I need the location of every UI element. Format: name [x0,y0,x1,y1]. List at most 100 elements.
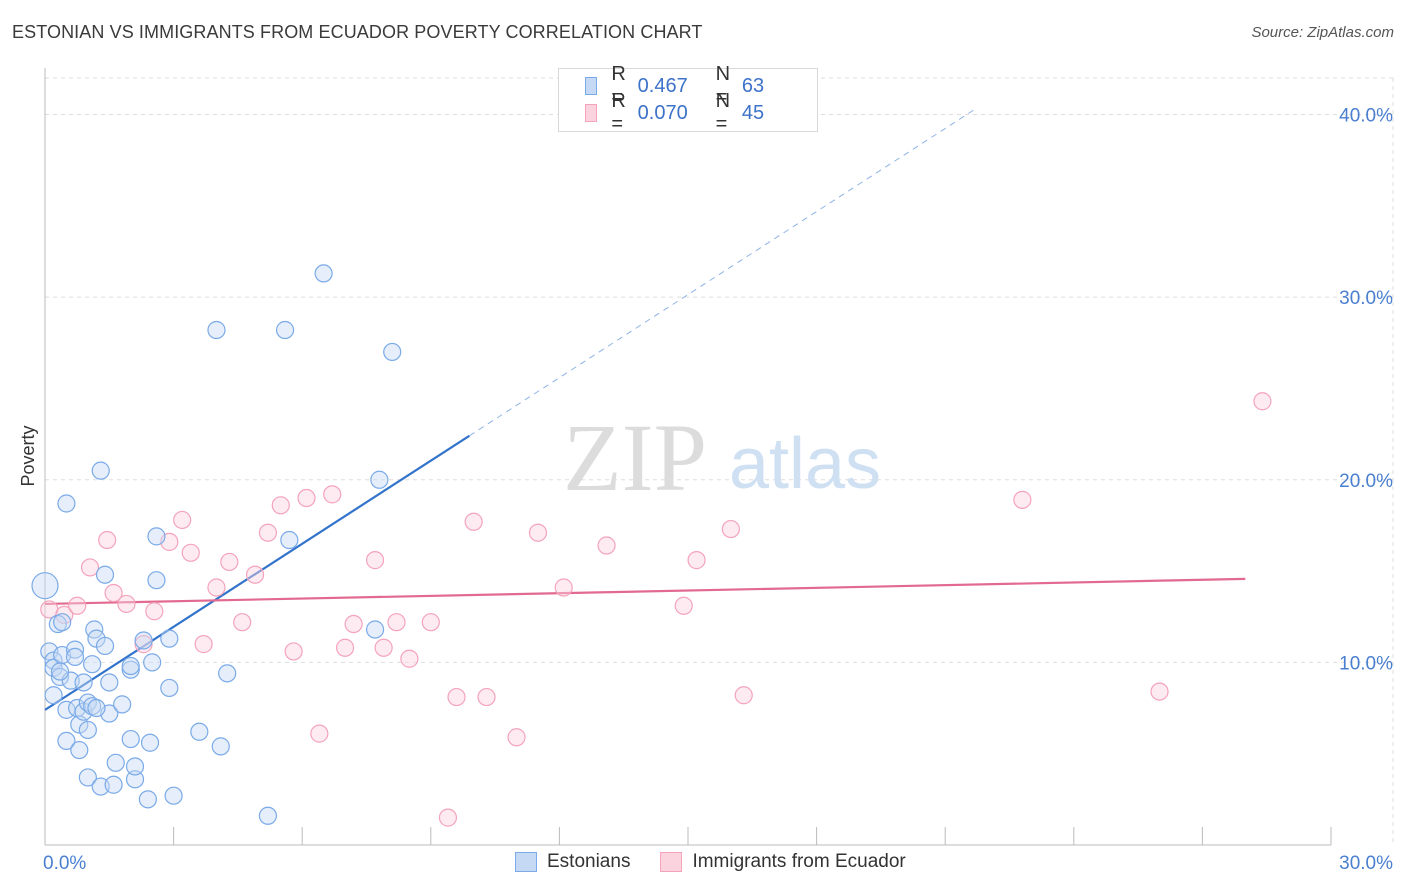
data-points [31,264,1272,827]
ecuador-point [507,728,526,747]
estonian-point [258,806,278,825]
ecuador-point [438,808,458,827]
ecuador-point [98,530,117,550]
watermark: ZIP atlas [563,404,881,511]
legend-r-value: 0.070 [637,101,688,124]
ecuador-point [597,536,616,555]
x-tick-label: 0.0% [43,853,86,874]
estonian-point [113,695,132,714]
estonian-point [95,565,115,584]
ecuador-point [194,635,213,654]
legend-swatch-estonians [515,852,537,872]
ecuador-point [181,543,200,562]
estonian-point [125,770,145,789]
y-tick-label: 40.0% [1339,106,1393,127]
estonian-point [121,729,140,749]
ecuador-point [55,605,74,625]
ecuador-point [365,551,385,570]
estonian-point [211,737,230,756]
legend-label-ecuador: Immigrants from Ecuador [692,851,906,872]
ecuador-point [477,687,496,707]
ecuador-point [233,613,252,632]
estonian-point [53,613,72,632]
estonian-point [275,320,295,340]
ecuador-point [447,687,466,707]
ecuador-point [528,523,548,542]
estonian-point [147,527,166,546]
legend-item-estonians: Estonians [515,851,630,873]
legend-label-estonians: Estonians [547,851,631,872]
trend-line-estonians-extension [469,108,976,437]
estonian-point [57,494,76,513]
legend-swatch-estonians [585,77,598,95]
ecuador-point [297,488,316,508]
estonian-point [121,656,140,676]
legend-swatch-ecuador [660,852,683,872]
ecuador-point [687,551,706,570]
legend-row-estonians: R = 0.467 N = 63 [585,63,820,108]
estonian-point [78,768,97,787]
ecuador-point [245,565,265,584]
ecuador-point [1150,682,1169,701]
estonian-point [147,571,166,590]
estonian-point [74,673,93,692]
estonian-point [134,631,153,650]
legend-row-ecuador: R = 0.070 N = 45 [585,90,820,135]
estonian-point [164,786,183,805]
estonian-point [44,686,63,705]
ecuador-point [335,638,355,657]
estonian-point [280,530,299,550]
trend-line-estonians [44,434,470,711]
estonian-point [190,722,209,741]
legend-r-label: R = [611,63,626,108]
y-tick-label: 10.0% [1339,653,1393,674]
estonian-point [31,572,59,600]
estonian-point [218,664,237,683]
chart-title: ESTONIAN VS IMMIGRANTS FROM ECUADOR POVE… [12,22,703,42]
estonian-point [207,320,226,340]
ecuador-point [104,583,123,603]
estonian-point [104,775,123,794]
legend-n-label: N = [715,90,731,135]
estonian-point [140,733,160,752]
estonian-point [57,731,76,751]
grid-lines [45,77,1395,845]
estonian-point [100,673,119,692]
legend-n-label: N = [715,63,731,108]
estonian-point [83,655,102,674]
axes [44,68,1332,846]
estonian-point [106,753,125,772]
ecuador-point [220,552,239,572]
ecuador-point [674,596,693,615]
chart-source: Source: ZipAtlas.com [1251,24,1394,41]
estonian-point [160,678,179,698]
legend-swatch-ecuador [585,104,598,122]
ecuador-point [310,724,329,743]
ecuador-point [68,596,87,615]
estonian-point [50,662,70,681]
ecuador-point [284,642,303,661]
ecuador-point [1253,392,1272,411]
ecuador-point [721,519,740,539]
ecuador-point [1013,490,1032,509]
estonian-point [91,461,110,480]
ecuador-point [400,649,419,668]
legend-n-value: 63 [741,74,765,97]
ecuador-point [734,686,753,705]
ecuador-point [80,558,100,577]
ecuador-point [323,485,342,504]
ecuador-point [421,613,440,632]
ecuador-point [271,496,290,515]
estonian-point [143,653,162,672]
watermark-atlas: atlas [729,424,881,504]
watermark-zip: ZIP [563,404,707,511]
ecuador-point [344,614,363,634]
tick-labels: 10.0% 20.0% 30.0% 40.0% 0.0% 30.0% [43,106,1393,874]
correlation-legend: R = 0.467 N = 63 R = 0.070 N = 45 [558,63,820,135]
ecuador-point [387,613,406,632]
estonian-point [314,264,333,283]
ecuador-point [464,512,483,531]
estonian-point [138,790,157,809]
ecuador-point [554,578,573,597]
